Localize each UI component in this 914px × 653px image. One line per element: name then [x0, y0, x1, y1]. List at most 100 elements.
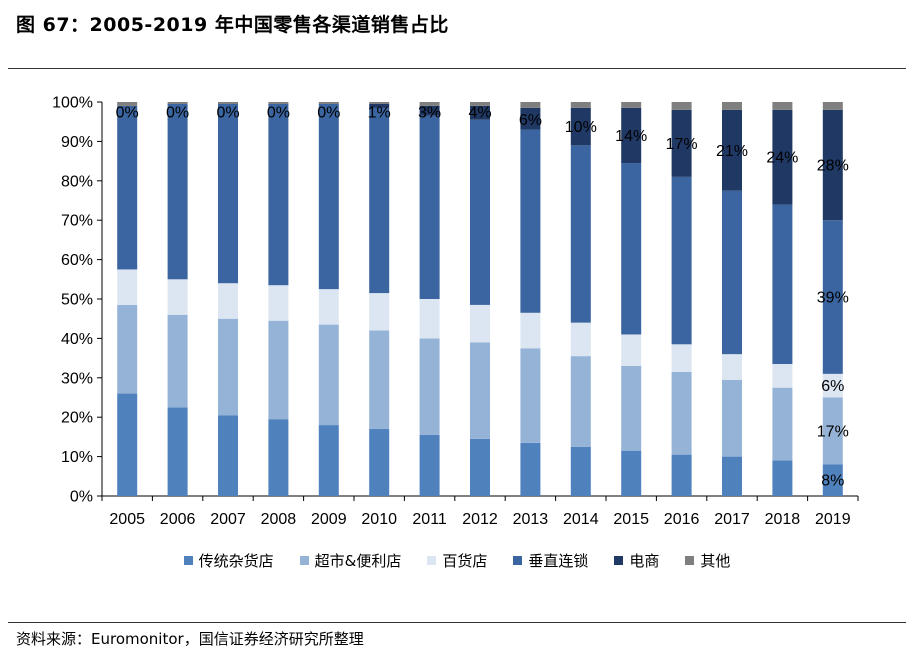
x-tick-label: 2017 — [714, 511, 750, 528]
x-tick-label: 2010 — [361, 511, 397, 528]
bar-segment — [218, 415, 238, 496]
bar-segment — [167, 103, 188, 280]
bar-segment — [570, 145, 591, 323]
y-tick-label: 90% — [61, 134, 93, 151]
bar-segment — [318, 102, 339, 104]
legend-item: 电商 — [614, 550, 659, 571]
bar-segment — [772, 460, 793, 496]
bar-segment — [117, 393, 138, 496]
data-label: 14% — [615, 128, 647, 145]
bar-segment — [722, 109, 742, 191]
legend-label: 电商 — [629, 552, 660, 570]
x-tick-label: 2008 — [261, 511, 297, 528]
bar-segment — [167, 279, 188, 315]
bar-segment — [117, 105, 138, 270]
y-tick-label: 0% — [70, 489, 93, 506]
bar-segment — [419, 434, 440, 496]
y-tick-label: 50% — [61, 292, 93, 309]
bar-segment — [621, 163, 642, 335]
y-tick-label: 70% — [61, 213, 93, 230]
bar-segment — [470, 304, 490, 343]
bar-segment — [268, 320, 289, 420]
bar-segment — [369, 429, 390, 496]
data-label: 6% — [821, 378, 844, 395]
bar-segment — [419, 105, 440, 116]
bar-segment — [520, 102, 541, 108]
bar-segment — [570, 356, 591, 447]
data-label: 0% — [267, 104, 290, 121]
bar-segment — [419, 102, 440, 106]
x-tick-label: 2015 — [613, 511, 649, 528]
bar-segment — [822, 373, 843, 398]
stacked-bar-chart: 0% 10% 20% 30% 40% 50% 60% 70% 80% 90% 100% 2005 200… — [52, 95, 859, 528]
data-label: 17% — [817, 423, 849, 440]
bar-segment — [369, 330, 390, 430]
y-tick-label: 100% — [52, 95, 93, 112]
y-tick-label: 80% — [61, 173, 93, 190]
bar-segment — [369, 102, 390, 104]
legend-label: 超市&便利店 — [314, 552, 402, 570]
data-label: 39% — [817, 290, 849, 307]
bar-segment — [722, 456, 742, 496]
bar-segment — [520, 442, 541, 496]
legend-item: 垂直连锁 — [513, 550, 588, 571]
legend-swatch — [183, 556, 193, 565]
bar-segment — [671, 176, 692, 345]
data-label: 24% — [766, 150, 798, 167]
bar-segment — [369, 107, 390, 294]
bar-segment — [520, 107, 541, 130]
bar-segment — [520, 312, 541, 349]
legend-item: 超市&便利店 — [299, 550, 402, 571]
bar-segment — [318, 103, 339, 290]
bar-segment — [772, 387, 793, 461]
figure-title: 图 67：2005-2019 年中国零售各渠道销售占比 — [16, 14, 449, 36]
bar-segment — [671, 454, 692, 496]
legend-swatch — [427, 556, 437, 565]
bar-segment — [772, 109, 793, 205]
bar-segment — [621, 334, 642, 366]
bar-segment — [167, 407, 188, 496]
bar-segment — [520, 348, 541, 443]
legend-label: 传统杂货店 — [198, 552, 274, 570]
x-tick-label: 2009 — [311, 511, 347, 528]
x-tick-label: 2007 — [210, 511, 246, 528]
data-label: 4% — [468, 104, 491, 121]
bar-segment — [318, 324, 339, 426]
bar-segment — [722, 102, 742, 110]
data-label: 0% — [166, 104, 189, 121]
chart-legend: 传统杂货店 超市&便利店 百货店 垂直连锁 电商 其他 — [0, 550, 914, 571]
x-tick-label: 2016 — [664, 511, 700, 528]
y-tick-label: 60% — [61, 252, 93, 269]
x-tick-label: 2013 — [513, 511, 549, 528]
bar-segment — [671, 102, 692, 110]
x-tick-label: 2012 — [462, 511, 498, 528]
data-label: 8% — [821, 473, 844, 490]
legend-swatch — [299, 556, 309, 565]
y-tick-label: 10% — [61, 449, 93, 466]
y-tick-label: 30% — [61, 370, 93, 387]
legend-label: 百货店 — [442, 552, 488, 570]
data-label: 6% — [519, 112, 542, 129]
bar-segment — [268, 102, 289, 104]
legend-label: 其他 — [700, 552, 731, 570]
bar-segment — [570, 446, 591, 496]
bar-segment — [570, 102, 591, 108]
bar-segment — [621, 450, 642, 496]
data-label: 28% — [817, 158, 849, 175]
bar-segment — [822, 109, 843, 221]
data-label: 21% — [716, 143, 748, 160]
bar-segment — [822, 464, 843, 496]
x-tick-label: 2014 — [563, 511, 599, 528]
bar-segment — [822, 102, 843, 110]
bar-segment — [419, 338, 440, 435]
bar-segment — [722, 354, 742, 380]
bar-segment — [218, 318, 238, 416]
source-note: 资料来源：Euromonitor，国信证券经济研究所整理 — [16, 630, 364, 648]
data-label: 1% — [368, 104, 391, 121]
bar-segment — [621, 102, 642, 108]
x-tick-label: 2005 — [109, 511, 145, 528]
legend-item: 百货店 — [427, 550, 487, 571]
bar-segment — [470, 438, 490, 496]
x-tick-label: 2006 — [160, 511, 196, 528]
data-label: 10% — [565, 119, 597, 136]
